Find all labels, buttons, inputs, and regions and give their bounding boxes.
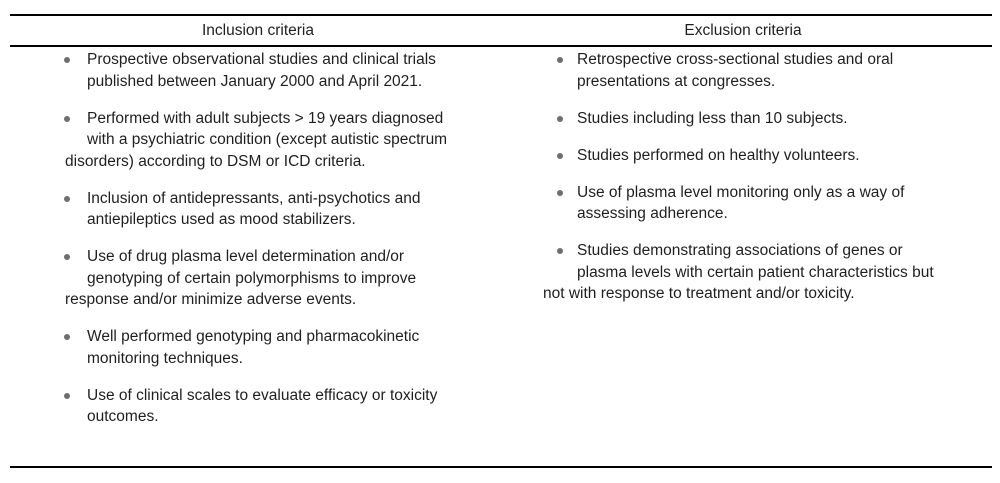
bullet-icon [64, 392, 70, 399]
table-top-rule [10, 14, 992, 16]
criteria-line: outcomes. [0, 406, 490, 428]
criteria-line: presentations at congresses. [490, 71, 1000, 93]
criteria-text: Use of clinical scales to evaluate effic… [87, 386, 438, 404]
criteria-item: Use of clinical scales to evaluate effic… [0, 385, 490, 428]
criteria-text: disorders) according to DSM or ICD crite… [65, 152, 366, 170]
criteria-item: Studies including less than 10 subjects. [490, 108, 1000, 130]
column-header-inclusion: Inclusion criteria [202, 22, 314, 39]
criteria-text: with a psychiatric condition (except aut… [87, 131, 448, 148]
criteria-line: disorders) according to DSM or ICD crite… [0, 151, 490, 173]
criteria-item: Studies performed on healthy volunteers. [490, 145, 1000, 167]
criteria-line: published between January 2000 and April… [0, 71, 490, 93]
criteria-text: Studies performed on healthy volunteers. [577, 146, 860, 164]
criteria-line: Studies including less than 10 subjects. [490, 108, 1000, 130]
bullet-icon [64, 115, 70, 122]
exclusion-criteria-column: Retrospective cross-sectional studies an… [490, 49, 1000, 320]
criteria-text: antiepileptics used as mood stabilizers. [87, 211, 356, 228]
criteria-text: not with response to treatment and/or to… [543, 285, 855, 302]
criteria-line: Performed with adult subjects > 19 years… [0, 108, 490, 130]
bullet-icon [64, 57, 70, 63]
criteria-text: Well performed genotyping and pharmacoki… [87, 328, 420, 345]
criteria-line: antiepileptics used as mood stabilizers. [0, 209, 490, 231]
bullet-icon [64, 254, 70, 260]
criteria-line: Use of clinical scales to evaluate effic… [0, 385, 490, 407]
criteria-item: Studies demonstrating associations of ge… [490, 240, 1000, 305]
column-header-exclusion: Exclusion criteria [684, 22, 802, 39]
bullet-icon [557, 115, 563, 122]
table-bottom-rule [10, 466, 992, 468]
criteria-text: Inclusion of antidepressants, anti-psych… [87, 189, 421, 207]
criteria-text: outcomes. [87, 408, 159, 425]
criteria-line: response and/or minimize adverse events. [0, 289, 490, 311]
criteria-line: assessing adherence. [490, 203, 1000, 225]
criteria-text: monitoring techniques. [87, 349, 243, 367]
criteria-item: Retrospective cross-sectional studies an… [490, 49, 1000, 92]
criteria-text: Studies demonstrating associations of ge… [577, 242, 903, 259]
bullet-icon [557, 57, 563, 63]
bullet-icon [64, 195, 70, 202]
criteria-text: Use of plasma level monitoring only as a… [577, 183, 905, 201]
bullet-icon [557, 152, 563, 159]
criteria-line: not with response to treatment and/or to… [490, 283, 1000, 305]
inclusion-criteria-column: Prospective observational studies and cl… [0, 49, 490, 443]
criteria-text: Performed with adult subjects > 19 years… [87, 109, 444, 127]
criteria-line: Studies performed on healthy volunteers. [490, 145, 1000, 167]
criteria-line: genotyping of certain polymorphisms to i… [0, 268, 490, 290]
criteria-text: Retrospective cross-sectional studies an… [577, 51, 894, 68]
criteria-text: Studies including less than 10 subjects. [577, 109, 848, 127]
criteria-line: with a psychiatric condition (except aut… [0, 129, 490, 151]
criteria-item: Inclusion of antidepressants, anti-psych… [0, 188, 490, 231]
criteria-line: Prospective observational studies and cl… [0, 49, 490, 71]
criteria-item: Prospective observational studies and cl… [0, 49, 490, 92]
bullet-icon [557, 248, 563, 254]
bullet-icon [557, 189, 563, 196]
criteria-line: monitoring techniques. [0, 348, 490, 370]
criteria-line: Well performed genotyping and pharmacoki… [0, 326, 490, 348]
criteria-text: genotyping of certain polymorphisms to i… [87, 269, 417, 287]
criteria-item: Use of plasma level monitoring only as a… [490, 182, 1000, 225]
criteria-item: Performed with adult subjects > 19 years… [0, 108, 490, 173]
criteria-line: Studies demonstrating associations of ge… [490, 240, 1000, 262]
criteria-item: Well performed genotyping and pharmacoki… [0, 326, 490, 369]
criteria-text: plasma levels with certain patient chara… [577, 263, 934, 281]
criteria-item: Use of drug plasma level determination a… [0, 246, 490, 311]
criteria-text: Use of drug plasma level determination a… [87, 248, 405, 265]
criteria-text: Prospective observational studies and cl… [87, 51, 436, 68]
criteria-text: presentations at congresses. [577, 72, 776, 90]
criteria-line: Use of drug plasma level determination a… [0, 246, 490, 268]
table-header-rule [10, 45, 992, 48]
criteria-text: assessing adherence. [577, 205, 728, 222]
criteria-line: Inclusion of antidepressants, anti-psych… [0, 188, 490, 210]
criteria-text: response and/or minimize adverse events. [65, 291, 357, 308]
criteria-line: Use of plasma level monitoring only as a… [490, 182, 1000, 204]
criteria-text: published between January 2000 and April… [87, 72, 423, 90]
criteria-line: plasma levels with certain patient chara… [490, 262, 1000, 284]
criteria-line: Retrospective cross-sectional studies an… [490, 49, 1000, 71]
bullet-icon [64, 334, 70, 340]
